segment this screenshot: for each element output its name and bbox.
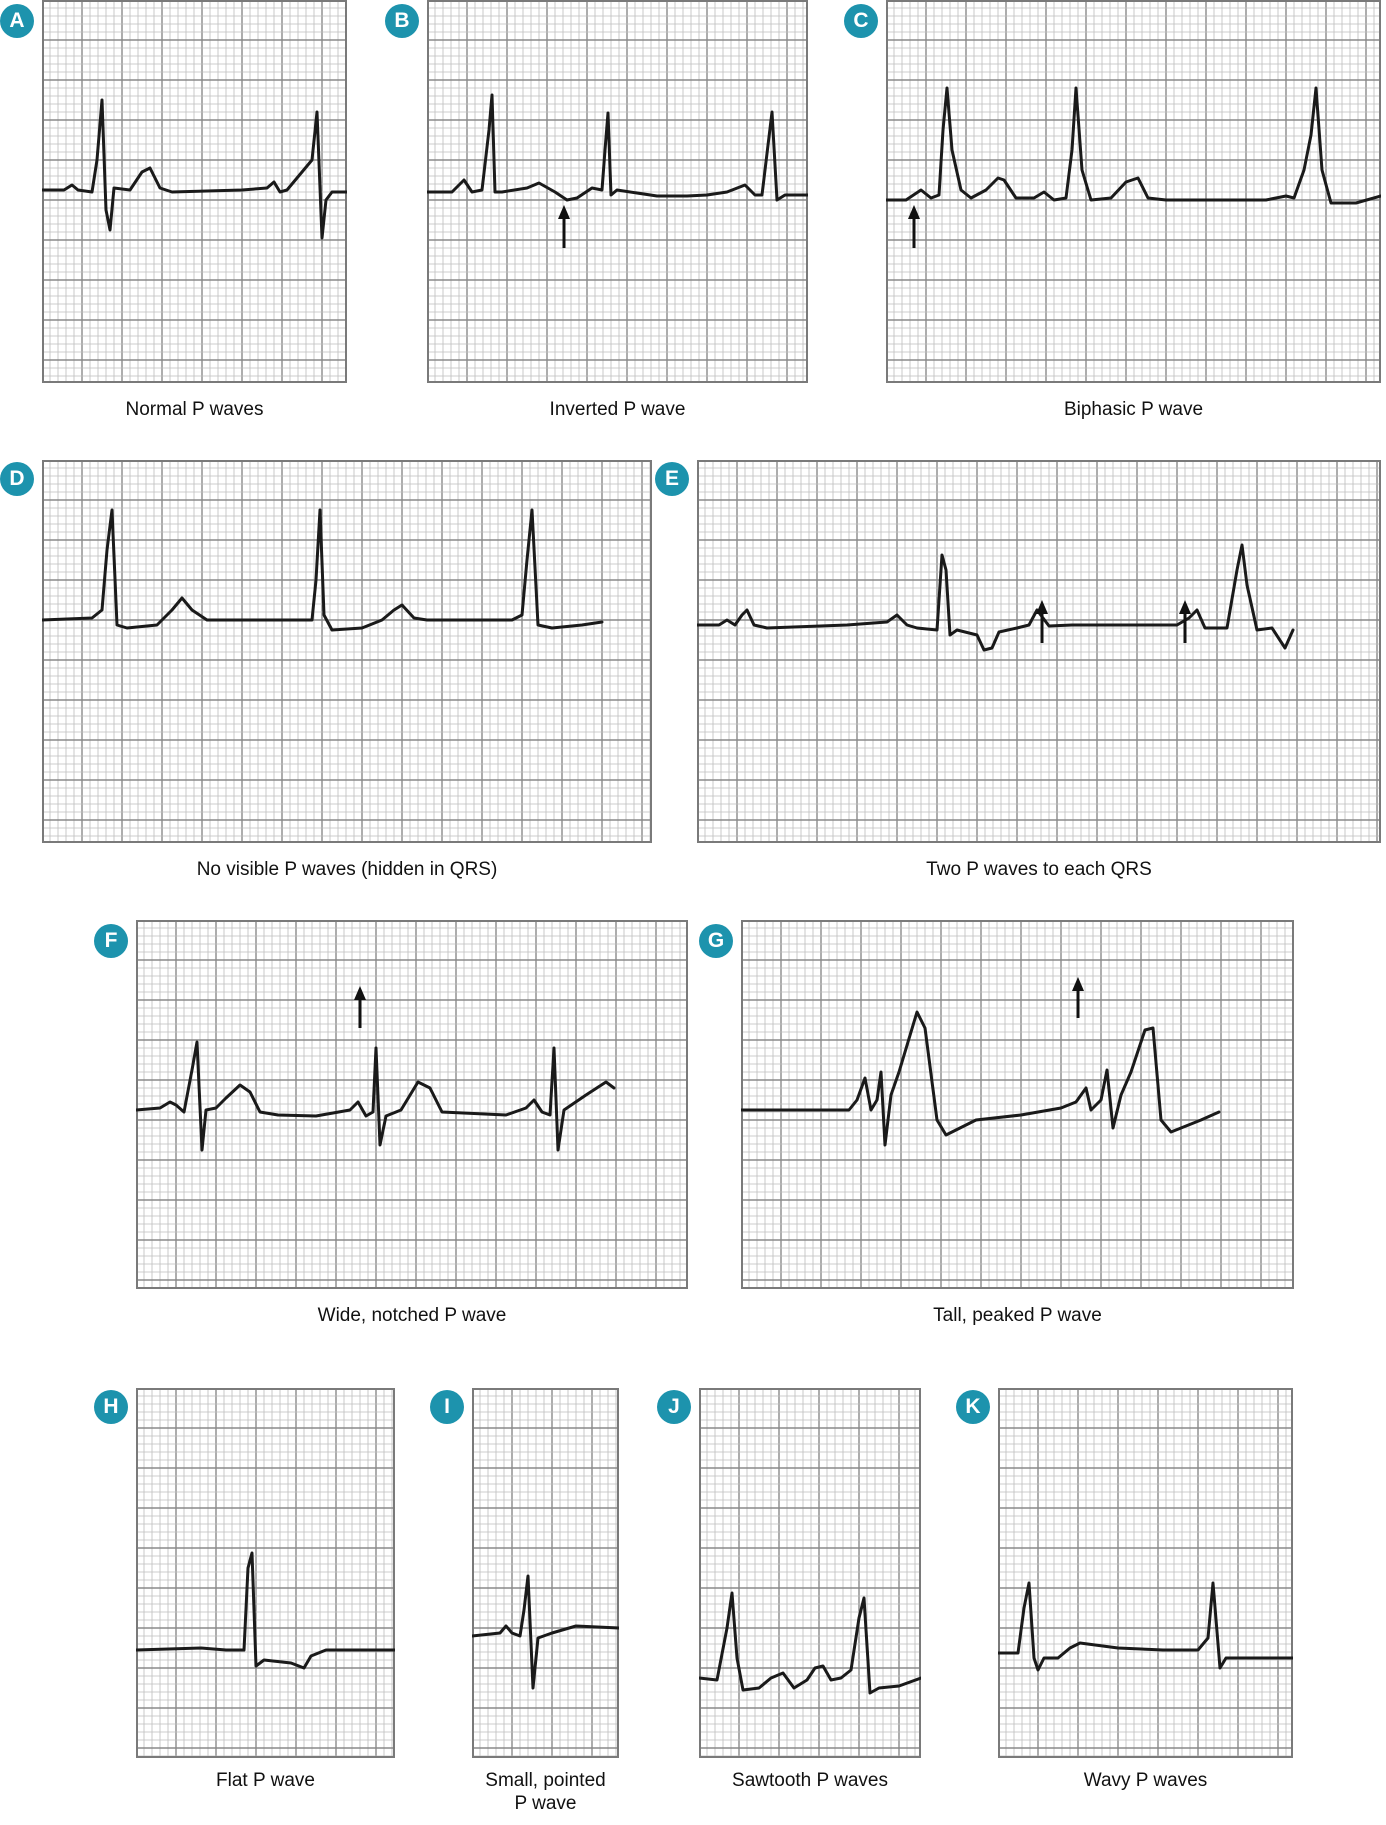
panel-letter-a: A xyxy=(0,4,34,38)
panel-j: J Sawtooth P waves xyxy=(657,1388,921,1791)
panel-e: E Two P waves to each QRS xyxy=(655,460,1381,880)
caption-wide-notched-p-wave: Wide, notched P wave xyxy=(317,1305,507,1326)
ecg-strip-f xyxy=(136,920,688,1289)
p-wave-arrow xyxy=(1036,600,1048,643)
ecg-strip-g xyxy=(741,920,1294,1289)
ecg-trace xyxy=(697,543,1295,652)
strip-border xyxy=(699,1388,921,1758)
ecg-strip-e xyxy=(697,460,1381,843)
ecg-strip-j xyxy=(699,1388,921,1758)
grid-lines xyxy=(886,0,1381,383)
caption-two-p-waves: Two P waves to each QRS xyxy=(926,859,1152,880)
strip-border xyxy=(136,1388,395,1758)
grid-lines xyxy=(472,1388,619,1758)
panel-letter-k: K xyxy=(956,1390,990,1424)
panel-letter-j: J xyxy=(657,1390,691,1424)
panel-c: C Biphasic P wave xyxy=(844,0,1381,420)
caption-inverted-p-wave: Inverted P wave xyxy=(549,399,686,420)
caption-biphasic-p-wave: Biphasic P wave xyxy=(1063,399,1204,420)
caption-wavy-p-waves: Wavy P waves xyxy=(1083,1770,1208,1791)
ecg-strip-b xyxy=(427,0,808,383)
panel-h: H Flat P wave xyxy=(94,1388,395,1791)
caption-normal-p-waves: Normal P waves xyxy=(125,399,264,420)
ecg-trace xyxy=(136,1551,395,1670)
strip-border xyxy=(42,460,652,843)
panel-letter-i: I xyxy=(430,1390,464,1424)
strip-border xyxy=(697,460,1381,843)
p-wave-arrow xyxy=(354,986,366,1028)
grid-lines xyxy=(42,460,652,843)
strip-border xyxy=(741,920,1294,1289)
panel-letter-c: C xyxy=(844,4,878,38)
panel-letter-f: F xyxy=(94,924,128,958)
caption-sawtooth-p-waves: Sawtooth P waves xyxy=(732,1770,888,1791)
strip-border xyxy=(472,1388,619,1758)
ecg-trace xyxy=(998,1581,1293,1672)
ecg-strip-a xyxy=(42,0,347,383)
caption-small-pointed-p-wave: Small, pointed P wave xyxy=(485,1770,606,1814)
p-wave-arrow xyxy=(908,205,920,248)
strip-border xyxy=(886,0,1381,383)
ecg-trace xyxy=(42,508,604,632)
p-wave-arrow xyxy=(1072,977,1084,1018)
caption-tall-peaked-p-wave: Tall, peaked P wave xyxy=(933,1305,1102,1326)
ecg-trace xyxy=(886,86,1381,205)
panel-letter-d: D xyxy=(0,462,34,496)
panel-d: D No visible P waves (hidden in QRS) xyxy=(0,460,652,880)
strip-border xyxy=(998,1388,1293,1758)
ecg-strip-h xyxy=(136,1388,395,1758)
ecg-strip-k xyxy=(998,1388,1293,1758)
p-wave-arrow xyxy=(558,205,570,248)
panel-i: I Small, pointed P wave xyxy=(430,1388,619,1814)
ecg-trace xyxy=(699,1591,921,1695)
ecg-trace xyxy=(741,1010,1221,1147)
p-wave-arrow xyxy=(1179,600,1191,643)
panel-a: A Normal P waves xyxy=(0,0,347,420)
ecg-trace xyxy=(136,1040,616,1152)
grid-lines xyxy=(741,920,1294,1289)
ecg-trace xyxy=(427,93,808,202)
panel-letter-b: B xyxy=(385,4,419,38)
panel-b: B Inverted P wave xyxy=(385,0,808,420)
panel-g: G Tall, peaked P wave xyxy=(699,920,1294,1326)
grid-lines xyxy=(998,1388,1293,1758)
ecg-strip-i xyxy=(472,1388,619,1758)
ecg-strip-c xyxy=(886,0,1381,383)
panel-letter-e: E xyxy=(655,462,689,496)
grid-lines xyxy=(697,460,1381,843)
panel-letter-h: H xyxy=(94,1390,128,1424)
ecg-strip-d xyxy=(42,460,652,843)
grid-lines xyxy=(136,1388,395,1758)
ecg-trace xyxy=(42,98,347,240)
ecg-trace xyxy=(472,1574,619,1690)
strip-border xyxy=(136,920,688,1289)
panel-letter-g: G xyxy=(699,924,733,958)
caption-no-visible-p-waves: No visible P waves (hidden in QRS) xyxy=(196,859,498,880)
panel-k: K Wavy P waves xyxy=(956,1388,1293,1791)
panel-f: F Wide, notched P wave xyxy=(94,920,688,1326)
grid-lines xyxy=(699,1388,921,1758)
caption-flat-p-wave: Flat P wave xyxy=(216,1770,315,1791)
